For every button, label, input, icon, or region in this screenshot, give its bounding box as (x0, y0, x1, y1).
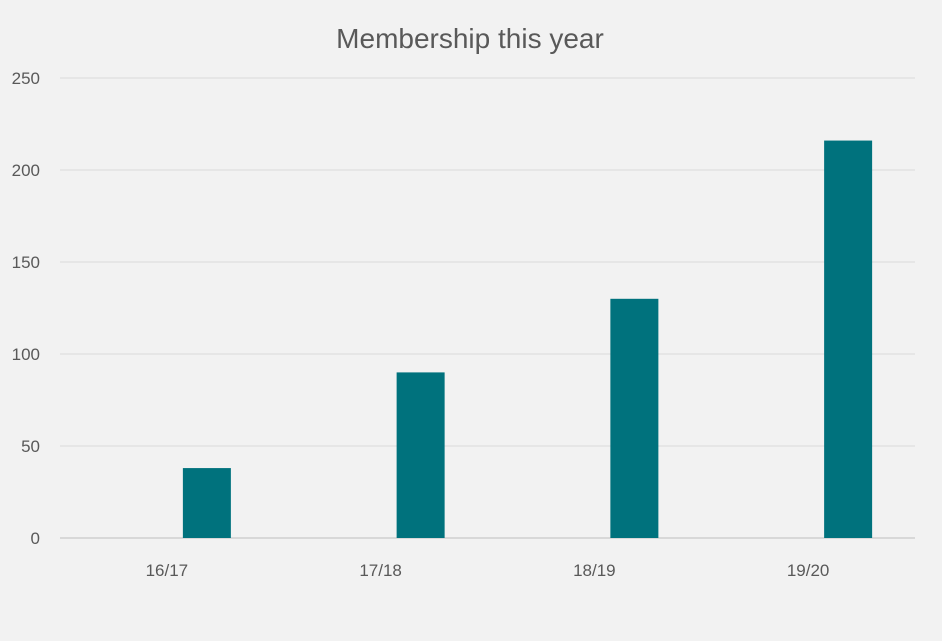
x-tick-label: 16/17 (146, 561, 189, 580)
y-tick-label: 0 (31, 529, 40, 548)
y-tick-label: 250 (12, 69, 40, 88)
x-axis-tick-labels: 16/17 17/18 18/19 19/20 (146, 561, 830, 580)
x-tick-label: 18/19 (573, 561, 616, 580)
y-axis-tick-labels: 0 50 100 150 200 250 (12, 69, 40, 548)
gridlines (60, 77, 915, 539)
bar-16-17 (182, 468, 231, 538)
bars (182, 140, 873, 538)
x-tick-label: 19/20 (787, 561, 830, 580)
bar-18-19 (610, 298, 659, 538)
chart-title: Membership this year (336, 23, 604, 54)
bar-19-20 (824, 140, 873, 538)
y-tick-label: 200 (12, 161, 40, 180)
y-tick-label: 50 (21, 437, 40, 456)
bar-17-18 (396, 372, 445, 538)
y-tick-label: 100 (12, 345, 40, 364)
x-tick-label: 17/18 (359, 561, 402, 580)
y-tick-label: 150 (12, 253, 40, 272)
